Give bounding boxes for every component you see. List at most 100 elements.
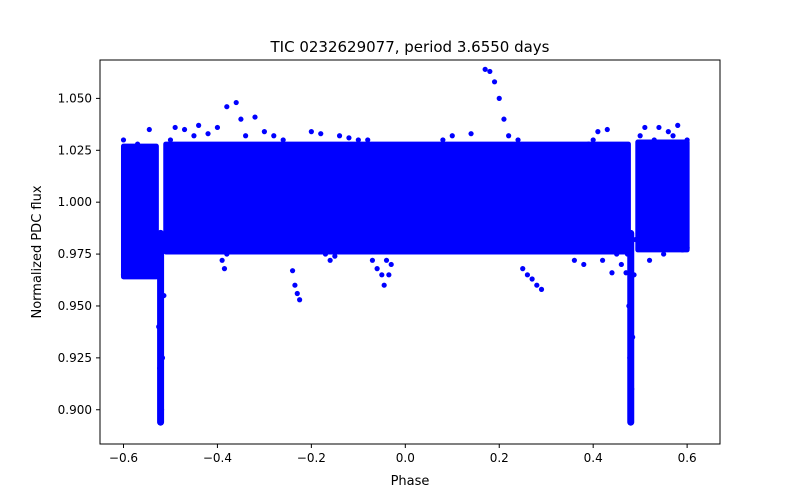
data-point — [181, 126, 188, 133]
data-point — [383, 257, 390, 263]
data-point — [149, 251, 155, 257]
data-point — [161, 292, 167, 299]
data-point — [308, 129, 314, 135]
data-point — [630, 334, 636, 340]
y-axis-label: Normalized PDC flux — [30, 185, 45, 318]
data-point — [386, 272, 392, 278]
x-tick-label: 0.4 — [584, 451, 603, 465]
data-point — [675, 122, 681, 128]
data-point — [626, 303, 632, 309]
flux-band-layer — [120, 139, 690, 426]
data-point — [534, 282, 540, 288]
data-point — [221, 266, 228, 272]
y-tick-label: 0.925 — [58, 351, 92, 365]
data-point — [146, 126, 152, 133]
data-point — [381, 282, 387, 288]
flux-band-segment — [635, 139, 690, 253]
data-point — [172, 124, 178, 131]
data-point — [196, 122, 202, 128]
data-point — [642, 124, 648, 131]
data-points — [120, 66, 690, 425]
data-point — [482, 66, 488, 72]
data-point — [520, 266, 526, 272]
data-point — [632, 236, 639, 243]
data-point — [163, 241, 169, 247]
data-point — [440, 137, 446, 143]
data-point — [125, 158, 131, 164]
data-point — [684, 137, 690, 143]
data-point — [510, 162, 516, 168]
data-point — [590, 137, 596, 143]
data-point — [157, 365, 163, 371]
chart-title: TIC 0232629077, period 3.6550 days — [269, 38, 549, 56]
y-tick-label: 1.025 — [58, 143, 92, 157]
data-point — [233, 99, 239, 106]
x-axis-label: Phase — [391, 474, 430, 489]
y-tick-label: 1.000 — [58, 195, 92, 209]
data-point — [629, 386, 635, 392]
data-point — [139, 158, 145, 164]
data-point — [426, 145, 432, 151]
data-point — [637, 133, 643, 139]
data-point — [679, 247, 686, 253]
flux-band-segment — [120, 143, 159, 280]
y-axis-ticks: 0.900 0.925 0.950 0.975 1.000 1.025 1.050 — [58, 91, 100, 417]
x-tick-label: −0.4 — [203, 451, 232, 465]
data-point — [379, 272, 385, 278]
data-point — [374, 266, 380, 272]
data-point — [120, 137, 127, 143]
flux-band-segment — [163, 141, 631, 255]
data-point — [661, 251, 667, 257]
data-point — [158, 407, 165, 413]
data-point — [271, 133, 277, 139]
data-point — [646, 257, 653, 263]
data-point — [243, 133, 249, 139]
data-point — [214, 124, 221, 131]
data-point — [120, 272, 127, 278]
y-tick-label: 0.950 — [58, 299, 92, 313]
data-point — [167, 137, 174, 143]
data-point — [205, 131, 211, 137]
data-point — [665, 129, 671, 135]
data-point — [157, 419, 164, 425]
data-point — [238, 116, 244, 122]
data-point — [670, 133, 676, 139]
data-point — [297, 297, 303, 303]
data-point — [292, 282, 298, 288]
data-point — [252, 114, 258, 120]
plot-frame — [99, 59, 721, 445]
data-point — [156, 324, 162, 330]
y-tick-label: 1.050 — [58, 91, 92, 105]
y-tick-label: 0.975 — [58, 247, 92, 261]
data-point — [177, 245, 183, 251]
data-point — [322, 251, 329, 257]
x-tick-label: 0.6 — [678, 451, 697, 465]
data-point — [289, 268, 296, 274]
data-point — [543, 143, 549, 149]
data-point — [191, 133, 197, 139]
data-point — [144, 266, 150, 272]
data-point — [651, 137, 657, 143]
data-point — [336, 133, 343, 139]
data-point — [618, 261, 624, 268]
data-point — [529, 276, 535, 282]
data-point — [627, 396, 633, 402]
data-point — [346, 135, 352, 141]
data-point — [318, 131, 324, 137]
data-point — [365, 137, 371, 143]
data-point — [524, 272, 531, 278]
x-axis-ticks: −0.6 −0.4 −0.2 0.0 0.2 0.4 0.6 — [109, 444, 697, 465]
data-point — [501, 116, 507, 122]
data-point — [224, 251, 230, 257]
data-point — [631, 272, 637, 278]
data-point — [684, 245, 690, 251]
data-point — [627, 355, 633, 361]
data-point — [624, 251, 631, 257]
data-point — [402, 245, 408, 251]
data-point — [224, 104, 230, 110]
data-point — [153, 230, 159, 236]
data-point — [623, 270, 629, 276]
x-tick-label: 0.2 — [490, 451, 509, 465]
data-point — [557, 147, 563, 153]
